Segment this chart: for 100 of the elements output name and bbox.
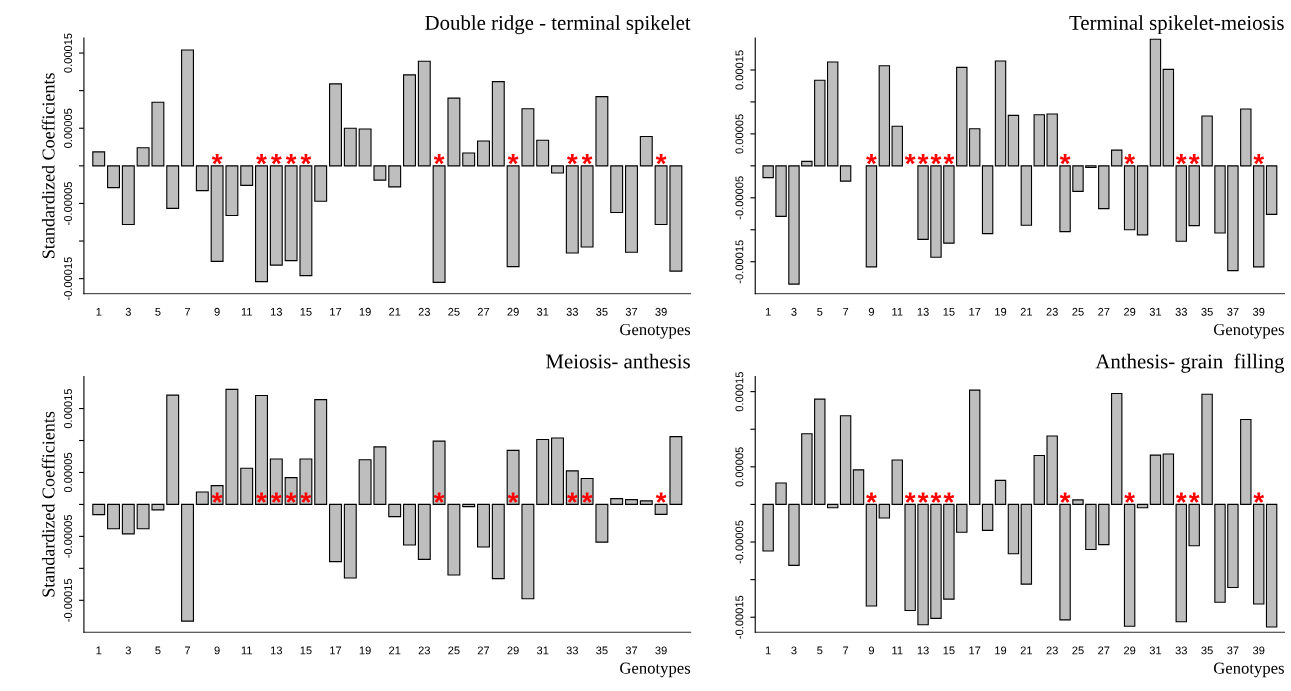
annotation: * (566, 153, 578, 165)
x-tick-label: 11 (241, 646, 252, 655)
bar (477, 503, 490, 548)
chart-title: Anthesis- grain filling (1095, 353, 1285, 373)
bar (462, 503, 476, 508)
x-tick-label: 39 (655, 646, 667, 655)
bar (639, 135, 653, 167)
bar (1149, 38, 1162, 167)
bar (121, 503, 135, 535)
annotation: * (433, 492, 445, 503)
x-tick-label: 29 (1124, 307, 1136, 316)
bar (1007, 503, 1020, 555)
annotation: * (904, 492, 916, 503)
bar (240, 165, 254, 186)
x-tick-label: 37 (1227, 646, 1239, 655)
x-tick-label: 19 (359, 307, 371, 316)
chart-title: Double ridge - terminal spikelet (425, 15, 691, 35)
bar (92, 151, 106, 167)
bar (1149, 454, 1162, 505)
bar (1007, 114, 1020, 167)
x-tick-label: 5 (155, 307, 161, 316)
annotation: * (285, 492, 297, 503)
x-tick-label: 23 (1046, 646, 1058, 655)
annotation: * (1175, 492, 1187, 503)
bar (491, 81, 505, 167)
bar (388, 503, 402, 518)
y-tick-label: 0.00005 (735, 114, 744, 154)
bar (269, 165, 283, 266)
annotation: * (581, 492, 593, 503)
bar (625, 499, 638, 505)
annotation: * (930, 153, 942, 165)
bar (255, 394, 268, 505)
bar (994, 479, 1007, 505)
y-tick-label: -0.00005 (64, 181, 72, 225)
bar (388, 165, 402, 188)
annotation: * (270, 153, 282, 165)
x-tick-label: 29 (507, 307, 519, 316)
y-tick-label: -0.00015 (735, 240, 744, 284)
annotation: * (507, 153, 519, 165)
x-tick-label: 7 (184, 307, 191, 316)
x-tick-label: 39 (1252, 646, 1265, 655)
x-tick-label: 13 (270, 307, 282, 316)
bar (565, 165, 579, 254)
y-tick-label: -0.00015 (735, 595, 744, 639)
x-tick-label: 11 (892, 307, 903, 316)
x-tick-label: 25 (448, 307, 460, 316)
x-tick-label: 17 (969, 646, 981, 655)
x-axis-title: Genotypes (620, 323, 691, 339)
y-tick-label: -0.00005 (64, 514, 72, 558)
bar (403, 503, 416, 546)
bar (477, 140, 490, 167)
bar (166, 165, 180, 209)
x-tick-label: 21 (1020, 307, 1032, 316)
x-tick-label: 27 (477, 307, 490, 316)
annotation: * (1124, 153, 1135, 165)
annotation: * (1124, 492, 1135, 503)
annotation: * (1059, 492, 1071, 503)
x-tick-label: 27 (477, 646, 490, 655)
annotation: * (256, 492, 267, 503)
x-tick-label: 1 (96, 646, 102, 655)
y-tick-label: 0.00005 (64, 108, 72, 148)
annotation: * (917, 492, 929, 503)
bar (329, 83, 342, 167)
bar (240, 467, 254, 505)
bar (865, 165, 878, 268)
bar (639, 500, 653, 505)
y-axis-title: Standardized Coefficients (41, 411, 55, 597)
bar (92, 503, 106, 516)
bar (195, 491, 209, 505)
y-tick-label: 0.00015 (735, 372, 744, 412)
x-tick-label: 31 (1149, 307, 1162, 316)
x-tick-label: 21 (389, 307, 401, 316)
annotation: * (904, 153, 916, 165)
x-tick-label: 13 (270, 646, 282, 655)
x-tick-label: 37 (625, 646, 638, 655)
bar (536, 139, 550, 167)
y-tick-label: -0.00015 (64, 257, 72, 301)
bar (107, 165, 120, 189)
bar (417, 60, 431, 167)
bar (865, 503, 878, 607)
x-tick-label: 9 (868, 646, 874, 655)
x-tick-label: 37 (1227, 307, 1239, 316)
bar (121, 165, 135, 226)
bar (610, 498, 624, 505)
x-tick-label: 17 (330, 646, 342, 655)
y-tick-label: -0.00005 (735, 520, 744, 564)
annotation: * (917, 153, 929, 165)
x-axis-title: Genotypes (620, 662, 691, 678)
chart-title: Meiosis- anthesis (546, 353, 690, 369)
x-tick-label: 13 (917, 646, 929, 655)
x-tick-label: 9 (868, 307, 874, 316)
bar (417, 503, 431, 560)
x-tick-label: 1 (96, 307, 102, 316)
annotation: * (581, 153, 593, 165)
x-tick-label: 3 (791, 307, 797, 316)
x-tick-label: 39 (1252, 307, 1265, 316)
bar (343, 503, 357, 579)
x-tick-label: 17 (969, 307, 981, 316)
x-tick-label: 23 (418, 307, 430, 316)
x-tick-label: 27 (1098, 646, 1110, 655)
